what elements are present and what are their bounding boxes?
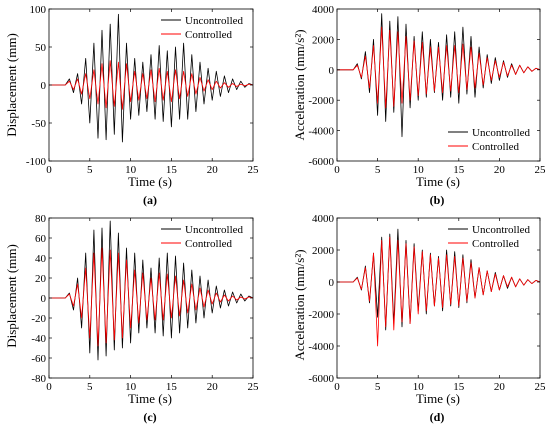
y-tick-label: -50 (31, 118, 46, 130)
y-tick-label: -6000 (308, 156, 334, 168)
y-tick-label: 50 (35, 42, 47, 54)
legend: Uncontrolled Controlled (161, 15, 244, 41)
panel-caption: (a) (143, 193, 157, 207)
plot-frame (336, 8, 541, 162)
y-tick-label: 80 (35, 213, 47, 225)
legend-label: Uncontrolled (185, 15, 244, 27)
y-axis-label: Acceleration (mm/s²) (292, 29, 307, 140)
x-tick-label: 5 (375, 381, 381, 393)
panel-caption: (d) (430, 410, 445, 424)
y-tick-label: -2000 (308, 95, 334, 107)
chart-panel-c: Displacement (mm) Time (s) (c) 0 5 10 15 20 2… (4, 213, 259, 424)
x-tick-label: 15 (166, 381, 178, 393)
legend-label: Uncontrolled (472, 127, 531, 139)
y-tick-label: 60 (35, 233, 47, 245)
y-tick-label: -2000 (308, 309, 334, 321)
legend-label: Uncontrolled (185, 224, 244, 236)
legend: Uncontrolled Controlled (161, 224, 244, 250)
x-tick-label: 15 (453, 381, 465, 393)
x-tick-label: 20 (207, 164, 219, 176)
x-tick-label: 5 (375, 164, 381, 176)
x-tick-label: 20 (207, 381, 219, 393)
legend: Uncontrolled Controlled (448, 127, 531, 153)
x-axis-label: Time (s) (416, 391, 460, 406)
x-tick-label: 10 (125, 381, 137, 393)
y-tick-label: 2000 (312, 34, 335, 46)
series-group (49, 13, 254, 143)
y-tick-label: 4000 (312, 4, 335, 16)
y-tick-label: 40 (35, 253, 47, 265)
y-tick-label: 0 (329, 65, 335, 77)
y-axis-label: Displacement (mm) (4, 244, 19, 348)
chart-panel-a: Displacement (mm) Time (s) (a) 0 5 10 15 20 2… (4, 4, 259, 207)
y-tick-label: -40 (31, 333, 46, 345)
y-tick-label: -4000 (308, 126, 334, 138)
y-tick-label: 0 (41, 80, 47, 92)
legend-label: Controlled (185, 238, 233, 250)
panel-caption: (b) (430, 193, 445, 207)
series-line-controlled (49, 247, 254, 347)
series-line-controlled (337, 236, 541, 347)
x-tick-label: 0 (46, 164, 52, 176)
y-axis-label: Displacement (mm) (4, 33, 19, 137)
y-tick-label: 4000 (312, 213, 335, 225)
x-tick-label: 0 (334, 164, 340, 176)
x-tick-label: 10 (125, 164, 137, 176)
x-tick-label: 0 (46, 381, 52, 393)
x-tick-label: 15 (166, 164, 178, 176)
y-tick-label: -20 (31, 313, 46, 325)
plot-frame (336, 217, 541, 379)
y-tick-label: 0 (329, 277, 335, 289)
x-tick-label: 10 (413, 381, 425, 393)
chart-panel-b: Acceleration (mm/s²) Time (s) (b) 0 5 10 15… (292, 4, 546, 207)
x-axis-label: Time (s) (128, 174, 172, 189)
x-tick-label: 10 (413, 164, 425, 176)
y-tick-label: -80 (31, 373, 46, 385)
y-tick-label: 2000 (312, 245, 335, 257)
legend-label: Controlled (185, 29, 233, 41)
series-group (337, 228, 541, 347)
legend-label: Uncontrolled (472, 224, 531, 236)
panel-caption: (c) (143, 410, 156, 424)
chart-panel-d: Acceleration (mm/s²) Time (s) (d) 0 5 10 15… (292, 213, 546, 424)
y-tick-label: -100 (26, 156, 47, 168)
y-axis-label: Acceleration (mm/s²) (292, 249, 307, 360)
series-line-controlled (337, 26, 541, 109)
y-tick-label: -60 (31, 353, 46, 365)
x-tick-label: 15 (453, 164, 465, 176)
x-tick-label: 0 (334, 381, 340, 393)
y-tick-label: 0 (41, 293, 47, 305)
x-tick-label: 5 (87, 381, 93, 393)
y-tick-label: 100 (30, 4, 47, 16)
x-tick-label: 20 (494, 164, 506, 176)
series-group (49, 220, 254, 361)
legend: Uncontrolled Controlled (448, 224, 531, 250)
series-group (337, 13, 541, 138)
x-tick-label: 25 (535, 381, 547, 393)
x-tick-label: 5 (87, 164, 93, 176)
x-tick-label: 25 (248, 381, 260, 393)
x-tick-label: 25 (535, 164, 547, 176)
x-axis-label: Time (s) (416, 174, 460, 189)
x-tick-label: 20 (494, 381, 506, 393)
x-tick-label: 25 (248, 164, 260, 176)
legend-label: Controlled (472, 238, 520, 250)
x-axis-label: Time (s) (128, 391, 172, 406)
series-line-controlled (49, 60, 254, 110)
y-tick-label: -4000 (308, 341, 334, 353)
legend-label: Controlled (472, 141, 520, 153)
y-tick-label: 20 (35, 273, 47, 285)
y-tick-label: -6000 (308, 373, 334, 385)
